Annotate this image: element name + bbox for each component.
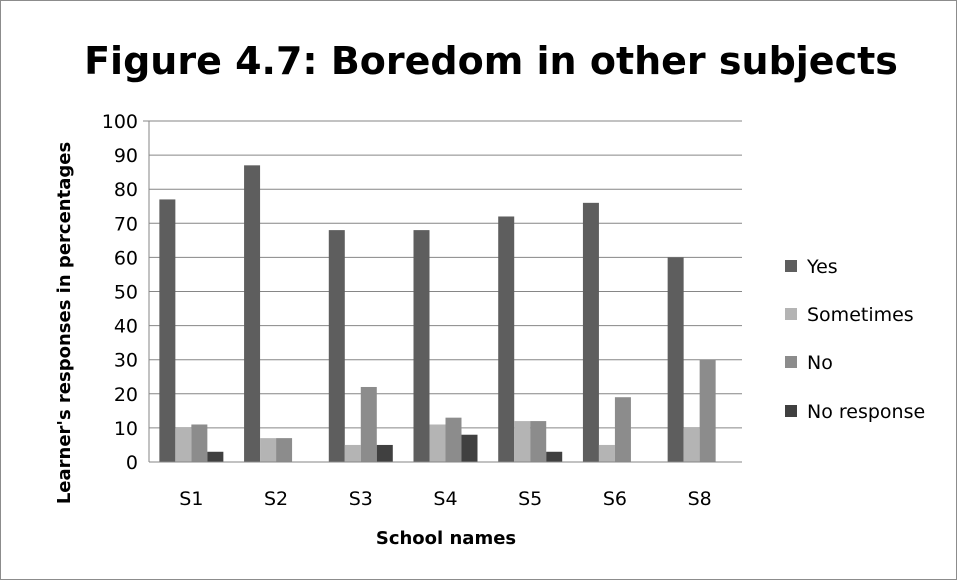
legend-label: No response [807, 401, 925, 423]
y-tick-labels: 0 10 20 30 40 50 60 70 80 90 100 [102, 111, 138, 474]
bar-no [530, 421, 547, 462]
legend: Yes Sometimes No No response [785, 256, 925, 423]
bar-yes [328, 230, 345, 462]
bar-yes [413, 230, 430, 462]
x-tick-labels: S1 S2 S3 S4 S5 S6 S8 [179, 488, 711, 510]
y-tick-label: 100 [102, 111, 138, 133]
bar-no [360, 386, 377, 462]
legend-swatch [785, 308, 797, 320]
y-tick-label: 10 [114, 418, 138, 440]
y-tick-label: 70 [114, 213, 138, 235]
bar-no [445, 417, 462, 462]
bar-yes [582, 202, 599, 462]
legend-swatch [785, 356, 797, 368]
y-tick-label: 50 [114, 282, 138, 304]
y-tick-label: 30 [114, 350, 138, 372]
axes [143, 120, 742, 463]
bar-sometimes [598, 444, 615, 462]
bar-no-response [546, 451, 563, 462]
legend-swatch [785, 260, 797, 272]
bar-no [699, 359, 716, 462]
legend-label: No [807, 352, 833, 374]
y-tick-label: 40 [114, 316, 138, 338]
bar-no-response [461, 434, 478, 462]
legend-label: Yes [806, 256, 838, 278]
legend-swatch [785, 405, 797, 417]
bars [159, 165, 716, 462]
legend-label: Sometimes [807, 304, 914, 326]
bar-yes [498, 216, 515, 462]
bar-no-response [376, 444, 393, 462]
bar-yes [667, 257, 684, 462]
x-tick-label: S4 [433, 488, 457, 510]
bar-sometimes [344, 444, 361, 462]
x-tick-label: S6 [603, 488, 627, 510]
chart-title: Figure 4.7: Boredom in other subjects [84, 39, 898, 83]
bar-no-response [207, 451, 224, 462]
bar-sometimes [429, 424, 446, 462]
y-tick-label: 90 [114, 145, 138, 167]
x-axis-title: School names [376, 528, 516, 549]
x-tick-label: S1 [179, 488, 203, 510]
x-tick-label: S2 [264, 488, 288, 510]
bar-sometimes [514, 421, 531, 462]
x-tick-label: S5 [518, 488, 542, 510]
x-tick-label: S3 [349, 488, 373, 510]
bar-sometimes [683, 427, 700, 462]
y-tick-label: 60 [114, 247, 138, 269]
bar-sometimes [260, 438, 277, 462]
bar-sometimes [175, 427, 192, 462]
y-axis-title: Learner's responses in percentages [54, 142, 75, 504]
bar-yes [244, 165, 261, 462]
y-tick-label: 0 [126, 452, 138, 474]
gridlines [149, 120, 742, 429]
y-tick-label: 80 [114, 179, 138, 201]
bar-yes [159, 199, 176, 462]
bar-no [276, 438, 293, 462]
bar-no [614, 397, 631, 462]
y-tick-label: 20 [114, 384, 138, 406]
x-tick-label: S8 [688, 488, 712, 510]
bar-no [191, 424, 208, 462]
